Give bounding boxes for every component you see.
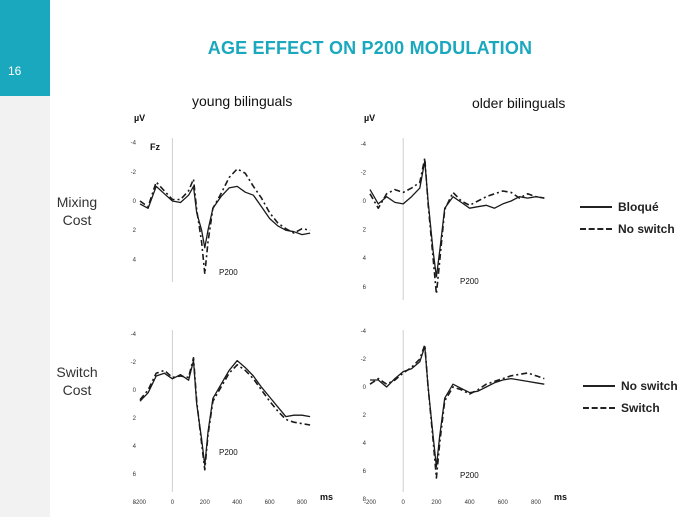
legend-label: Switch xyxy=(621,401,660,415)
y-tick-label: 4 xyxy=(133,444,137,450)
series-line-no-switch xyxy=(139,168,311,275)
x-tick-label: -200 xyxy=(134,500,147,506)
x-axis-label: ms xyxy=(554,492,567,502)
y-tick-label: 4 xyxy=(363,441,367,447)
series-line-bloqu- xyxy=(369,160,545,278)
y-axis-label: µV xyxy=(364,113,375,123)
legend-item: Switch xyxy=(583,397,678,419)
x-tick-label: 800 xyxy=(297,500,308,506)
y-tick-label: 0 xyxy=(133,388,137,394)
x-tick-label: 800 xyxy=(531,500,542,506)
channel-label: Fz xyxy=(150,142,160,152)
peak-label: P200 xyxy=(219,268,238,277)
legend-label: Bloqué xyxy=(618,200,659,214)
legend-mixing-cost: Bloqué No switch xyxy=(580,196,675,240)
series-line-switch xyxy=(369,344,545,479)
series-line-switch xyxy=(139,356,311,471)
y-tick-label: 0 xyxy=(363,385,367,391)
legend-item: No switch xyxy=(583,375,678,397)
y-tick-label: -2 xyxy=(131,360,137,366)
row-label-line: Cost xyxy=(62,382,92,398)
x-tick-label: 0 xyxy=(402,500,406,506)
y-tick-label: 2 xyxy=(363,413,367,419)
y-tick-label: 8 xyxy=(133,500,137,506)
x-tick-label: 0 xyxy=(171,500,175,506)
legend-dashed-line xyxy=(583,407,615,409)
peak-label: P200 xyxy=(219,448,238,457)
y-tick-label: 0 xyxy=(133,199,137,205)
y-tick-label: -2 xyxy=(361,170,367,176)
legend-item: Bloqué xyxy=(580,196,675,218)
x-tick-label: 200 xyxy=(431,500,442,506)
series-line-no-switch xyxy=(139,359,311,467)
slide-title: AGE EFFECT ON P200 MODULATION xyxy=(207,38,533,58)
x-tick-label: 400 xyxy=(232,500,243,506)
y-axis-label: µV xyxy=(134,113,145,123)
y-tick-label: 2 xyxy=(133,416,137,422)
row-label-mixing-cost: Mixing Cost xyxy=(42,193,112,229)
peak-label: P200 xyxy=(460,277,479,286)
y-tick-label: -2 xyxy=(361,357,367,363)
legend-solid-line xyxy=(580,206,612,208)
legend-item: No switch xyxy=(580,218,675,240)
y-tick-label: 6 xyxy=(133,472,137,478)
y-tick-label: 4 xyxy=(363,256,367,262)
y-tick-label: -4 xyxy=(131,332,137,338)
y-tick-label: 6 xyxy=(363,285,367,291)
legend-label: No switch xyxy=(618,222,675,236)
y-tick-label: 6 xyxy=(363,469,367,475)
series-line-no-switch xyxy=(370,345,545,468)
row-label-switch-cost: Switch Cost xyxy=(42,363,112,399)
y-tick-label: 4 xyxy=(133,257,137,263)
x-tick-label: -200 xyxy=(364,500,377,506)
row-label-line: Cost xyxy=(62,212,92,228)
y-tick-label: 2 xyxy=(133,228,137,234)
legend-switch-cost: No switch Switch xyxy=(583,375,678,419)
y-tick-label: 0 xyxy=(363,199,367,205)
series-line-no-switch xyxy=(369,157,545,295)
page-number: 16 xyxy=(8,64,22,78)
y-tick-label: -4 xyxy=(361,142,367,148)
y-tick-label: 2 xyxy=(363,228,367,234)
x-axis-label: ms xyxy=(320,492,333,502)
y-tick-label: -2 xyxy=(131,170,137,176)
legend-label: No switch xyxy=(621,379,678,393)
legend-solid-line xyxy=(583,385,615,387)
peak-label: P200 xyxy=(460,471,479,480)
row-label-line: Switch xyxy=(56,364,98,380)
x-tick-label: 600 xyxy=(265,500,276,506)
x-tick-label: 400 xyxy=(465,500,476,506)
row-label-line: Mixing xyxy=(56,194,98,210)
y-tick-label: -4 xyxy=(131,141,137,147)
x-tick-label: 600 xyxy=(498,500,509,506)
y-tick-label: 8 xyxy=(363,497,367,503)
series-line-bloqu- xyxy=(139,185,311,249)
column-title-young: young bilinguals xyxy=(192,93,293,109)
page-number-badge: 16 xyxy=(0,0,50,96)
legend-dashed-line xyxy=(580,228,612,230)
column-title-older: older bilinguals xyxy=(472,95,566,111)
x-tick-label: 200 xyxy=(200,500,211,506)
y-tick-label: -4 xyxy=(361,329,367,335)
